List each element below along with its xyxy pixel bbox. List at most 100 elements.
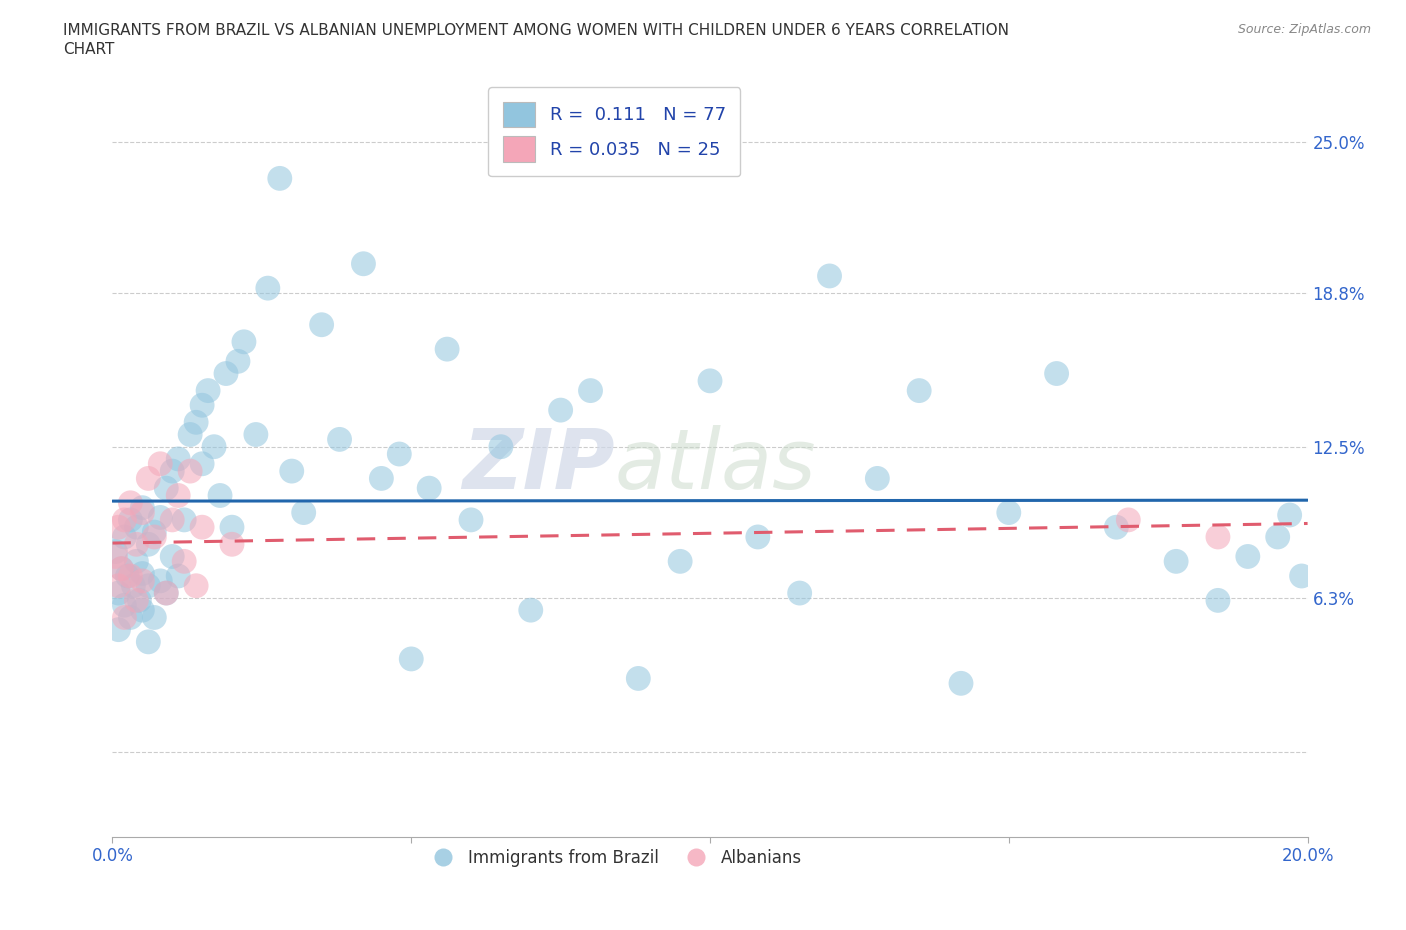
- Point: [221, 537, 243, 551]
- Point: [460, 512, 482, 527]
- Point: [215, 366, 238, 381]
- Point: [138, 537, 160, 551]
- Point: [114, 610, 135, 625]
- Point: [436, 341, 458, 356]
- Point: [669, 554, 692, 569]
- Point: [191, 457, 214, 472]
- Point: [1237, 549, 1260, 564]
- Point: [233, 335, 256, 350]
- Point: [162, 464, 183, 479]
- Point: [191, 520, 214, 535]
- Point: [269, 171, 291, 186]
- Point: [329, 432, 352, 446]
- Point: [110, 561, 132, 576]
- Point: [138, 634, 160, 649]
- Point: [998, 505, 1021, 520]
- Point: [149, 510, 172, 525]
- Point: [520, 603, 543, 618]
- Point: [173, 512, 195, 527]
- Point: [1046, 366, 1069, 381]
- Legend: Immigrants from Brazil, Albanians: Immigrants from Brazil, Albanians: [420, 842, 808, 873]
- Point: [167, 451, 190, 466]
- Point: [155, 586, 177, 601]
- Point: [311, 317, 333, 332]
- Point: [114, 512, 135, 527]
- Point: [125, 537, 148, 551]
- Point: [131, 603, 153, 618]
- Point: [131, 505, 153, 520]
- Point: [579, 383, 602, 398]
- Point: [1105, 520, 1128, 535]
- Point: [197, 383, 219, 398]
- Text: CHART: CHART: [63, 42, 115, 57]
- Point: [699, 374, 721, 389]
- Point: [143, 525, 166, 539]
- Point: [221, 520, 243, 535]
- Point: [143, 610, 166, 625]
- Point: [110, 561, 132, 576]
- Point: [120, 512, 142, 527]
- Point: [107, 520, 129, 535]
- Point: [1267, 529, 1289, 544]
- Point: [818, 269, 841, 284]
- Point: [117, 568, 139, 583]
- Point: [143, 529, 166, 544]
- Point: [418, 481, 440, 496]
- Point: [149, 574, 172, 589]
- Point: [627, 671, 650, 686]
- Point: [179, 464, 201, 479]
- Point: [107, 578, 129, 593]
- Point: [104, 544, 127, 559]
- Point: [125, 554, 148, 569]
- Point: [191, 398, 214, 413]
- Point: [125, 520, 148, 535]
- Point: [104, 549, 127, 564]
- Point: [138, 578, 160, 593]
- Point: [747, 529, 769, 544]
- Point: [550, 403, 572, 418]
- Point: [1206, 593, 1229, 608]
- Text: ZIP: ZIP: [461, 424, 614, 506]
- Point: [281, 464, 304, 479]
- Point: [114, 529, 135, 544]
- Point: [1118, 512, 1140, 527]
- Point: [162, 549, 183, 564]
- Point: [131, 566, 153, 581]
- Point: [131, 500, 153, 515]
- Point: [1206, 529, 1229, 544]
- Point: [245, 427, 267, 442]
- Point: [226, 354, 249, 369]
- Point: [122, 578, 145, 593]
- Point: [114, 598, 135, 613]
- Point: [353, 257, 375, 272]
- Point: [131, 574, 153, 589]
- Point: [173, 554, 195, 569]
- Point: [149, 457, 172, 472]
- Point: [120, 496, 142, 511]
- Point: [155, 481, 177, 496]
- Point: [167, 568, 190, 583]
- Point: [186, 415, 208, 430]
- Point: [370, 471, 392, 485]
- Point: [489, 439, 512, 454]
- Point: [292, 505, 315, 520]
- Point: [908, 383, 931, 398]
- Point: [120, 610, 142, 625]
- Point: [179, 427, 201, 442]
- Point: [125, 593, 148, 608]
- Point: [155, 586, 177, 601]
- Point: [1278, 508, 1301, 523]
- Point: [202, 439, 225, 454]
- Point: [162, 512, 183, 527]
- Point: [138, 471, 160, 485]
- Point: [120, 568, 142, 583]
- Point: [388, 446, 411, 461]
- Text: Source: ZipAtlas.com: Source: ZipAtlas.com: [1237, 23, 1371, 36]
- Point: [1166, 554, 1188, 569]
- Point: [107, 622, 129, 637]
- Point: [167, 488, 190, 503]
- Point: [186, 578, 208, 593]
- Text: IMMIGRANTS FROM BRAZIL VS ALBANIAN UNEMPLOYMENT AMONG WOMEN WITH CHILDREN UNDER : IMMIGRANTS FROM BRAZIL VS ALBANIAN UNEMP…: [63, 23, 1010, 38]
- Point: [209, 488, 232, 503]
- Point: [789, 586, 811, 601]
